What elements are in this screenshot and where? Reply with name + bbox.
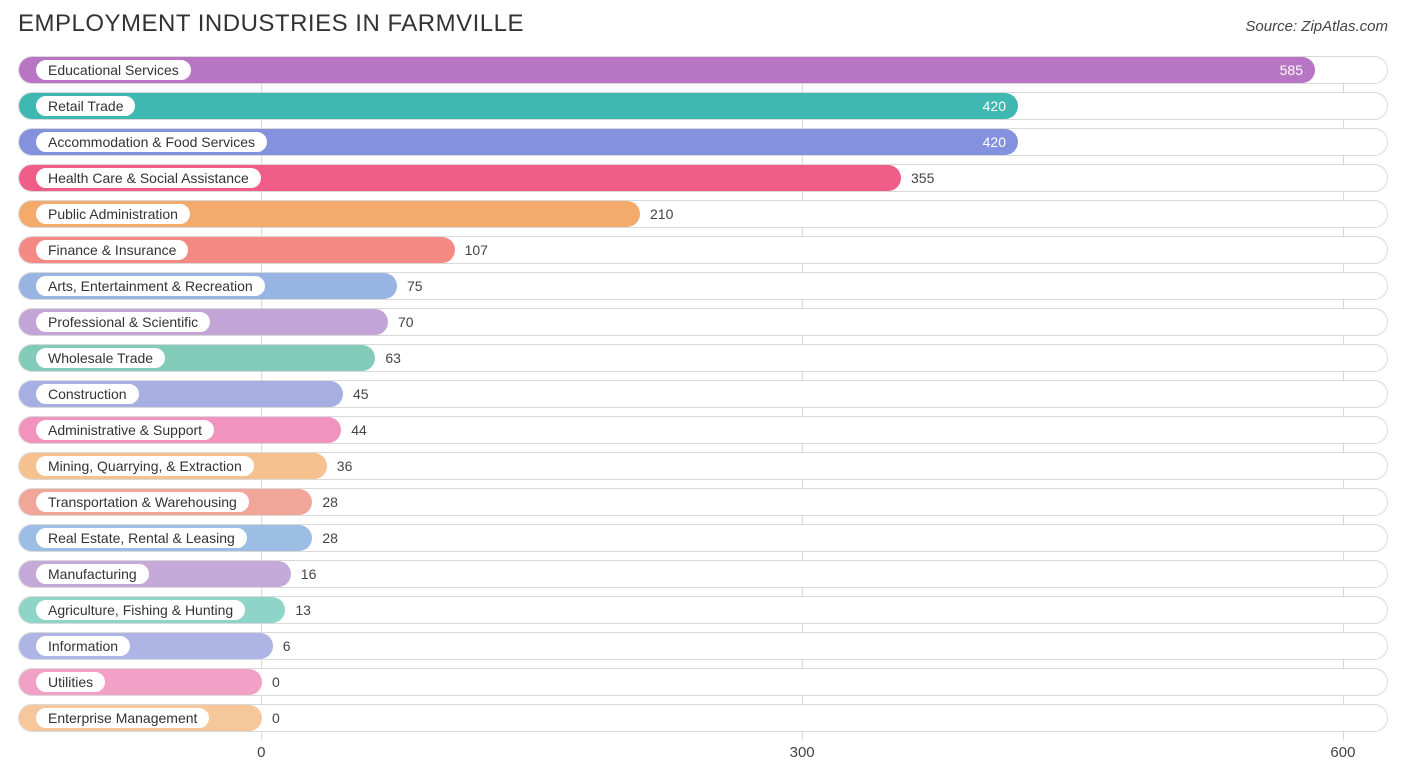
bar-row: 585 Educational Services — [18, 56, 1388, 84]
bar-row: 420 Accommodation & Food Services — [18, 128, 1388, 156]
bar-row: Enterprise Management 0 — [18, 704, 1388, 732]
bar-value: 420 — [983, 98, 1006, 114]
bar-label: Educational Services — [35, 59, 192, 81]
bar-row: Agriculture, Fishing & Hunting 13 — [18, 596, 1388, 624]
source-name: ZipAtlas.com — [1301, 18, 1388, 35]
chart-title: EMPLOYMENT INDUSTRIES IN FARMVILLE — [18, 10, 524, 38]
bar-row: Manufacturing 16 — [18, 560, 1388, 588]
bar-label: Professional & Scientific — [35, 311, 211, 333]
bar-row: Mining, Quarrying, & Extraction 36 — [18, 452, 1388, 480]
chart-area: 585Educational Services420Retail Trade42… — [18, 56, 1388, 765]
bar-value: 16 — [301, 566, 317, 582]
bar-label: Arts, Entertainment & Recreation — [35, 275, 266, 297]
bar-row: Transportation & Warehousing 28 — [18, 488, 1388, 516]
bar-row: Administrative & Support 44 — [18, 416, 1388, 444]
bar-value: 28 — [322, 530, 338, 546]
bar-label: Mining, Quarrying, & Extraction — [35, 455, 255, 477]
bar-label: Agriculture, Fishing & Hunting — [35, 599, 246, 621]
axis-tick-label: 300 — [790, 744, 815, 761]
bar-row: Construction 45 — [18, 380, 1388, 408]
bar-row: 420 Retail Trade — [18, 92, 1388, 120]
bar-label: Real Estate, Rental & Leasing — [35, 527, 248, 549]
bar-value: 13 — [295, 602, 311, 618]
bar-row: Information 6 — [18, 632, 1388, 660]
bar-value: 585 — [1280, 62, 1303, 78]
chart-header: EMPLOYMENT INDUSTRIES IN FARMVILLE Sourc… — [18, 10, 1388, 38]
bar-row: Professional & Scientific 70 — [18, 308, 1388, 336]
bar-value: 63 — [385, 350, 401, 366]
bar-label: Administrative & Support — [35, 419, 215, 441]
bar-value: 0 — [272, 674, 280, 690]
bar-value: 6 — [283, 638, 291, 654]
bar-value: 420 — [983, 134, 1006, 150]
bar-label: Health Care & Social Assistance — [35, 167, 262, 189]
bar-fill: 585 — [19, 57, 1315, 83]
bar-value: 210 — [650, 206, 673, 222]
bar-label: Utilities — [35, 671, 106, 693]
bar-value: 0 — [272, 710, 280, 726]
bar-row: Finance & Insurance 107 — [18, 236, 1388, 264]
bar-row: Arts, Entertainment & Recreation 75 — [18, 272, 1388, 300]
bar-value: 36 — [337, 458, 353, 474]
bars-container: 585Educational Services420Retail Trade42… — [18, 56, 1388, 732]
bar-label: Construction — [35, 383, 140, 405]
bar-value: 44 — [351, 422, 367, 438]
axis-tick-label: 600 — [1330, 744, 1355, 761]
bar-label: Information — [35, 635, 131, 657]
bar-row: Real Estate, Rental & Leasing 28 — [18, 524, 1388, 552]
bar-label: Public Administration — [35, 203, 191, 225]
bar-label: Manufacturing — [35, 563, 150, 585]
bar-label: Enterprise Management — [35, 707, 210, 729]
bar-row: Utilities 0 — [18, 668, 1388, 696]
bar-label: Finance & Insurance — [35, 239, 189, 261]
bar-label: Wholesale Trade — [35, 347, 166, 369]
bar-fill: 420 — [19, 93, 1018, 119]
x-axis: 0 300 600 — [18, 740, 1388, 765]
axis-tick-label: 0 — [257, 744, 265, 761]
bar-value: 28 — [322, 494, 338, 510]
bar-row: Health Care & Social Assistance 355 — [18, 164, 1388, 192]
bar-label: Transportation & Warehousing — [35, 491, 250, 513]
bar-value: 355 — [911, 170, 934, 186]
bar-row: Public Administration 210 — [18, 200, 1388, 228]
bar-value: 70 — [398, 314, 414, 330]
bar-value: 75 — [407, 278, 423, 294]
bar-label: Retail Trade — [35, 95, 136, 117]
bar-value: 45 — [353, 386, 369, 402]
source-prefix: Source: — [1245, 18, 1301, 35]
bar-label: Accommodation & Food Services — [35, 131, 268, 153]
chart-source: Source: ZipAtlas.com — [1245, 18, 1388, 35]
bar-row: Wholesale Trade 63 — [18, 344, 1388, 372]
bar-value: 107 — [465, 242, 488, 258]
